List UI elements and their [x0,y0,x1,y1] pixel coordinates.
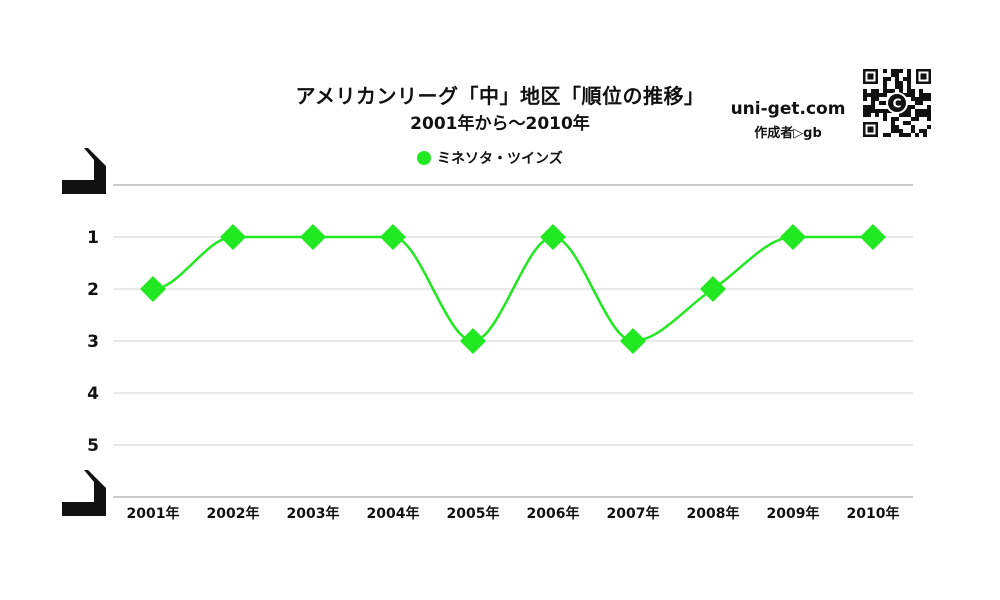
qr-code-icon: C [862,68,932,138]
x-tick-label: 2001年 [127,505,180,522]
x-tick-label: 2004年 [367,505,420,522]
data-point-marker [780,224,806,250]
x-tick-label: 2003年 [287,505,340,522]
author-credit: 作成者▷gb [754,126,822,141]
x-tick-label: 2010年 [847,505,900,522]
series-line [152,235,873,343]
data-point-marker [380,224,406,250]
y-tick-label: 3 [87,332,99,352]
data-point-marker [620,328,646,354]
y-tick-label: 5 [87,436,99,456]
corner-bracket-decoration [62,148,106,516]
legend-label: ミネソタ・ツインズ [437,150,563,167]
data-point-marker [540,224,566,250]
x-tick-label: 2002年 [207,505,260,522]
x-tick-label: 2006年 [527,505,580,522]
data-point-marker [220,224,246,250]
x-tick-label: 2005年 [447,505,500,522]
x-tick-label: 2008年 [687,505,740,522]
chart-title: アメリカンリーグ「中」地区「順位の推移」 [295,84,705,108]
x-tick-label: 2009年 [767,505,820,522]
data-point-marker [460,328,486,354]
svg-text:C: C [893,97,902,111]
data-point-marker [140,276,166,302]
y-tick-label: 2 [87,280,99,300]
legend-marker [417,151,431,165]
y-tick-label: 4 [87,384,99,404]
chart-subtitle: 2001年から～2010年 [410,114,590,134]
site-url[interactable]: uni-get.com [730,99,846,119]
data-point-marker [700,276,726,302]
data-point-marker [860,224,886,250]
x-tick-label: 2007年 [607,505,660,522]
y-tick-label: 1 [87,228,99,248]
data-point-marker [300,224,326,250]
